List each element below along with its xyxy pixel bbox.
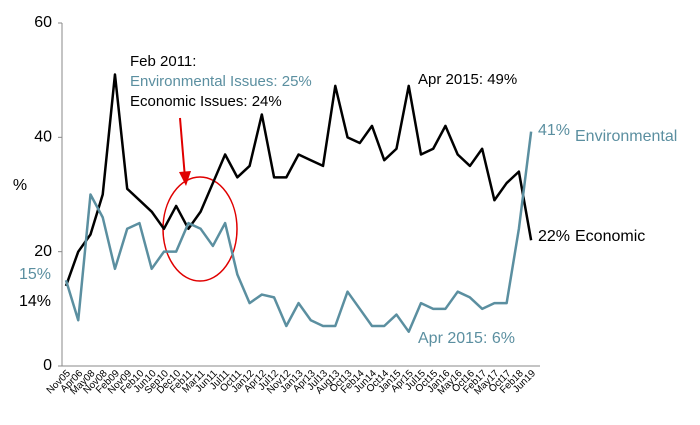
annotation: Feb 2011: (130, 53, 196, 70)
series-label: Economic (575, 228, 645, 245)
annotation: 14% (19, 293, 51, 310)
arrow-head (179, 171, 191, 186)
annotation: 15% (19, 266, 51, 283)
y-tick-label: 40 (34, 129, 52, 146)
series-line (64, 73, 533, 287)
series-label: Environmental (575, 128, 677, 145)
y-tick-label: 0 (43, 357, 52, 374)
y-tick-label: 60 (34, 14, 52, 31)
annotation: Economic Issues: 24% (130, 93, 282, 110)
series-line (64, 131, 533, 333)
annotation: Apr 2015: 6% (418, 330, 515, 347)
annotation: 41% (538, 122, 570, 139)
annotation: Environmental Issues: 25% (130, 73, 312, 90)
y-axis-label: % (13, 177, 27, 194)
annotation: 22% (538, 228, 570, 245)
arrow-shaft (179, 117, 186, 179)
annotation: Apr 2015: 49% (418, 71, 517, 88)
y-tick-label: 20 (34, 243, 52, 260)
